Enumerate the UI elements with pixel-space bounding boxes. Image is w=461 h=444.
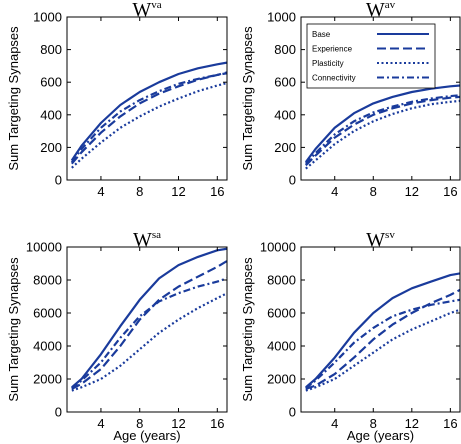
x-tick-label: 8 — [370, 184, 377, 199]
series-line-base — [304, 84, 460, 163]
x-tick-label: 4 — [331, 416, 338, 431]
y-tick-label: 600 — [40, 75, 62, 90]
legend: Base Experience Plasticity Connectivity — [306, 23, 436, 89]
y-tick-label: 4000 — [267, 339, 296, 354]
series-line-experience — [305, 95, 460, 167]
x-tick-label: 4 — [97, 416, 104, 431]
y-tick-label: 400 — [40, 107, 62, 122]
series-line-base — [71, 247, 227, 389]
y-tick-label: 0 — [55, 173, 62, 188]
y-tick-label: 10000 — [26, 240, 62, 255]
panel-title: Wsv — [366, 229, 395, 251]
y-axis-label: Sum Targeting Synapses — [240, 257, 255, 402]
y-tick-label: 10000 — [260, 240, 296, 255]
axes-frame — [300, 246, 461, 413]
legend-label: Base — [312, 30, 331, 39]
y-tick-label: 4000 — [33, 339, 62, 354]
x-tick-label: 12 — [171, 416, 185, 431]
y-tick-label: 600 — [274, 75, 296, 90]
chart-panel-1: 4 8 12 16 0 200 400 600 800 1000 Sum Targeting Syn… — [6, 0, 228, 199]
series-line-base — [70, 61, 227, 162]
y-tick-label: 2000 — [267, 372, 296, 387]
x-axis-label: Age (years) — [347, 428, 414, 443]
chart-panel-2: 4 8 12 16 0 200 400 600 800 1000 Sum Targeting Syn… — [240, 0, 461, 199]
series-line-connectivity — [304, 94, 460, 165]
x-tick-label: 4 — [331, 184, 338, 199]
panel-title: Wav — [366, 0, 396, 21]
chart-panel-4: 4 8 12 16 0 2000 4000 6000 8000 10000 Sum Targetin… — [240, 229, 461, 443]
y-tick-label: 400 — [274, 107, 296, 122]
y-tick-label: 800 — [40, 42, 62, 57]
series-line-connectivity — [70, 72, 227, 163]
y-axis-label: Sum Targeting Synapses — [6, 257, 21, 402]
series-line-base — [305, 272, 460, 389]
x-tick-label: 12 — [405, 416, 419, 431]
x-tick-label: 16 — [210, 416, 224, 431]
series-line-experience — [305, 288, 460, 390]
x-axis-label: Age (years) — [113, 428, 180, 443]
series-line-connectivity — [71, 277, 227, 389]
x-tick-label: 16 — [210, 184, 224, 199]
series-line-connectivity — [305, 298, 460, 389]
y-tick-label: 0 — [289, 173, 296, 188]
legend-label: Plasticity — [312, 59, 344, 68]
y-tick-label: 1000 — [267, 10, 296, 25]
axes-frame — [300, 16, 461, 181]
x-tick-label: 16 — [443, 184, 457, 199]
y-tick-label: 1000 — [33, 10, 62, 25]
x-tick-label: 8 — [136, 416, 143, 431]
y-axis-label: Sum Targeting Synapses — [6, 26, 21, 171]
series-line-plasticity — [305, 308, 460, 392]
y-tick-label: 6000 — [33, 306, 62, 321]
x-tick-label: 4 — [97, 184, 104, 199]
y-tick-label: 0 — [289, 405, 296, 420]
y-tick-label: 200 — [40, 140, 62, 155]
panel-title: Wva — [132, 0, 161, 21]
x-tick-label: 8 — [136, 184, 143, 199]
y-axis-label: Sum Targeting Synapses — [240, 26, 255, 171]
x-tick-label: 16 — [443, 416, 457, 431]
series-line-plasticity — [71, 81, 227, 169]
axes-frame — [66, 246, 228, 413]
x-tick-label: 8 — [370, 416, 377, 431]
y-tick-label: 0 — [55, 405, 62, 420]
series-line-experience — [71, 260, 227, 390]
series-line-plasticity — [71, 292, 227, 392]
chart-panel-3: 4 8 12 16 0 2000 4000 6000 8000 10000 Sum Targetin… — [6, 229, 228, 443]
x-tick-label: 12 — [405, 184, 419, 199]
y-tick-label: 2000 — [33, 372, 62, 387]
y-tick-label: 6000 — [267, 306, 296, 321]
axes-frame — [66, 16, 228, 181]
y-tick-label: 800 — [274, 42, 296, 57]
y-tick-label: 8000 — [33, 273, 62, 288]
series-line-experience — [70, 71, 227, 165]
x-tick-label: 12 — [171, 184, 185, 199]
y-tick-label: 200 — [274, 140, 296, 155]
legend-label: Experience — [312, 45, 353, 54]
panel-title: Wsa — [133, 229, 161, 251]
y-tick-label: 8000 — [267, 273, 296, 288]
legend-label: Connectivity — [312, 74, 356, 83]
